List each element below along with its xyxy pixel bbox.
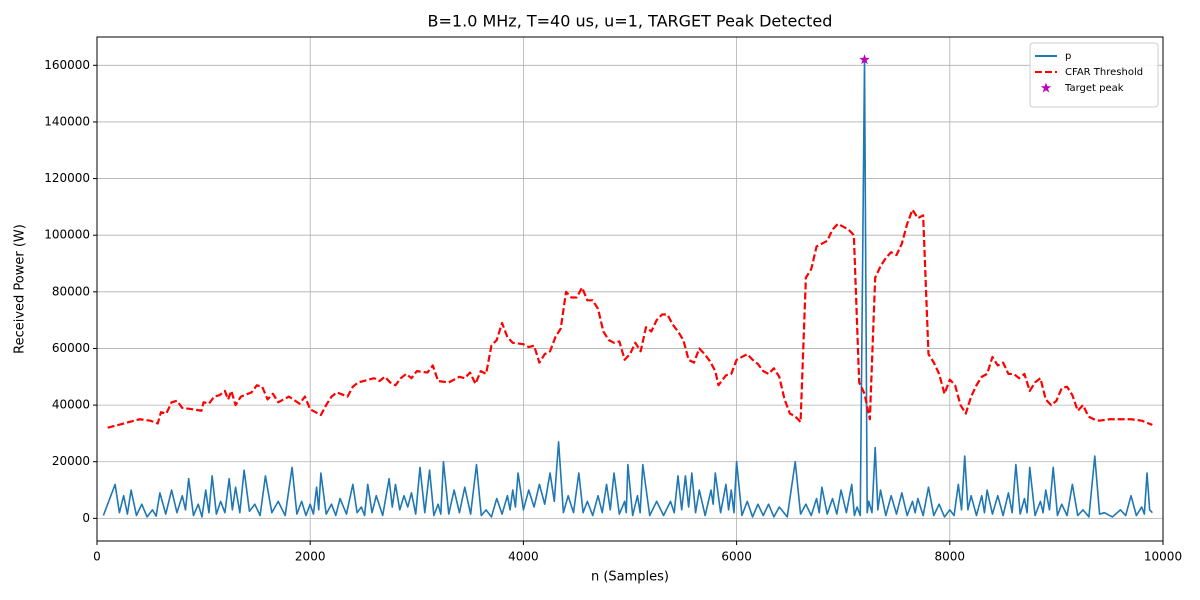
chart-title: B=1.0 MHz, T=40 us, u=1, TARGET Peak Det… [428, 12, 833, 31]
x-tick-label: 8000 [935, 550, 966, 564]
legend-label: Target peak [1064, 83, 1124, 94]
y-tick-label: 120000 [44, 171, 90, 185]
x-axis-label: n (Samples) [591, 570, 669, 585]
y-tick-label: 0 [82, 511, 90, 525]
series-line [102, 58, 1153, 518]
legend-label: CFAR Threshold [1065, 67, 1143, 78]
series-line [107, 208, 1153, 429]
x-tick-label: 0 [93, 550, 101, 564]
x-tick-label: 10000 [1144, 550, 1182, 564]
x-tick-label: 4000 [508, 550, 539, 564]
y-tick-label: 40000 [52, 398, 90, 412]
legend-label: p [1065, 51, 1071, 62]
x-tick-label: 2000 [295, 550, 326, 564]
peak-marker [859, 54, 870, 65]
y-tick-label: 100000 [44, 228, 90, 242]
y-tick-label: 80000 [52, 284, 90, 298]
y-axis-label: Received Power (W) [13, 224, 28, 354]
legend-marker [1040, 82, 1052, 93]
y-tick-label: 60000 [52, 341, 90, 355]
legend-box [1029, 42, 1159, 108]
y-tick-label: 20000 [52, 454, 90, 468]
x-tick-label: 6000 [721, 550, 752, 564]
plot-frame [96, 36, 1164, 542]
y-tick-label: 140000 [44, 114, 90, 128]
y-tick-label: 160000 [44, 58, 90, 72]
